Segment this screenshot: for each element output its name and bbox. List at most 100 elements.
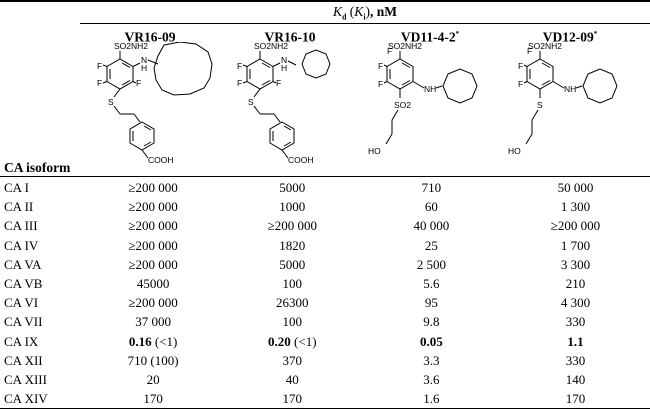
vr16-09-value: ≥200 000: [84, 293, 223, 312]
vr16-09-value-main: ≥200 000: [128, 180, 178, 196]
vr16-10-value-main: 40: [285, 371, 299, 387]
isoform-cell: CA II: [0, 197, 84, 216]
vr16-10-value: 1820: [223, 236, 362, 255]
isoform-cell-main: CA III: [4, 218, 38, 234]
vr16-09-value-main: ≥200 000: [128, 218, 178, 234]
vd12-09-value-main: ≥200 000: [550, 218, 601, 234]
vr16-09-value: 170: [84, 389, 223, 408]
kd-header-rule: [80, 23, 650, 24]
f-label: F: [97, 78, 102, 88]
vr16-10-value: 1000: [223, 197, 362, 216]
so2-label: SO2: [394, 100, 411, 110]
s-label: S: [108, 97, 114, 107]
vd11-4-2-value-main: 0.05: [420, 333, 443, 349]
vd11-4-2-value-main: 5.6: [423, 276, 440, 292]
isoform-column-header: CA isoform: [4, 160, 71, 175]
vd12-09-value-main: 140: [565, 371, 586, 387]
vd11-4-2-value: 40 000: [362, 216, 501, 235]
acid-label: COOH: [148, 155, 174, 165]
vd12-09-value: ≥200 000: [501, 216, 650, 235]
kd-header: Kd (Ki), nM: [332, 4, 398, 22]
vr16-09-value-main: ≥200 000: [128, 295, 178, 311]
vr16-09-value: ≥200 000: [84, 178, 223, 197]
f-label: F: [97, 61, 102, 71]
vr16-10-value: 100: [223, 312, 362, 331]
f-label: F: [518, 79, 523, 89]
vd12-09-value-main: 1.1: [567, 333, 584, 349]
isoform-cell-main: CA VB: [4, 276, 43, 292]
vd11-4-2-value: 3.6: [362, 370, 501, 389]
vd12-09-value: 4 300: [501, 293, 650, 312]
isoform-cell: CA I: [0, 178, 84, 197]
isoform-cell-main: CA VII: [4, 314, 43, 330]
isoform-cell: CA XIII: [0, 370, 84, 389]
phenyl-ring: [129, 121, 155, 151]
nh-label: NH: [424, 84, 436, 94]
vd12-09-value: 1 700: [501, 236, 650, 255]
table-row: CA XII 710 (100) 370 3.3 330: [0, 351, 650, 370]
vr16-09-value-main: 170: [143, 391, 163, 407]
vd11-4-2-value-main: 3.3: [423, 352, 440, 368]
vd11-4-2-value-main: 60: [424, 199, 438, 215]
vd11-4-2-value: 95: [362, 293, 501, 312]
f-label: F: [136, 78, 141, 88]
vr16-10-value: 5000: [223, 255, 362, 274]
isoform-cell: CA XII: [0, 351, 84, 370]
isoform-cell: CA VII: [0, 312, 84, 331]
table-row: CA I ≥200 000 5000 710 50 000: [0, 178, 650, 197]
vd12-09-value: 140: [501, 370, 650, 389]
vr16-09-value: 0.16 (<1): [84, 332, 223, 351]
table-row: CA VB 45000 100 5.6 210: [0, 274, 650, 293]
vd11-4-2-value: 5.6: [362, 274, 501, 293]
f-label: F: [276, 78, 281, 88]
vr16-10-value: 100: [223, 274, 362, 293]
vr16-09-value-main: ≥200 000: [128, 237, 178, 253]
ho-label: HO: [508, 146, 521, 156]
vd12-09-value-main: 3 300: [560, 256, 591, 272]
vr16-09-value: ≥200 000: [84, 236, 223, 255]
vd12-09-value-main: 1 700: [560, 237, 591, 253]
vr16-10-value: 370: [223, 351, 362, 370]
vd11-4-2-value: 9.8: [362, 312, 501, 331]
vd12-09-value: 170: [501, 389, 650, 408]
vd12-09-value: 330: [501, 312, 650, 331]
s-label: S: [537, 100, 543, 110]
header-rule: [0, 176, 650, 177]
cyclododecyl-ring: [153, 42, 213, 96]
f-label: F: [378, 79, 383, 89]
vd12-09-value-main: 330: [565, 314, 586, 330]
vr16-09-value-main: 710 (100): [127, 352, 179, 368]
vd11-4-2-value-main: 95: [424, 295, 438, 311]
table-row: CA VII 37 000 100 9.8 330: [0, 312, 650, 331]
compound-name-2: VR16-10: [264, 29, 316, 45]
benzene-ring: [386, 58, 414, 90]
vr16-10-value-main: 1000: [279, 199, 306, 215]
vd12-09-value-main: 330: [565, 352, 586, 368]
isoform-cell-main: CA VA: [4, 256, 42, 272]
table-row: CA VI ≥200 000 26300 95 4 300: [0, 293, 650, 312]
benzene-ring: [526, 58, 554, 90]
vd12-09-value-main: 1 300: [560, 199, 591, 215]
vd11-4-2-value-main: 710: [421, 180, 442, 196]
vr16-10-value: 170: [223, 389, 362, 408]
vd12-09-value-main: 170: [565, 391, 586, 407]
vd12-09-value: 1.1: [501, 332, 650, 351]
vd11-4-2-value: 0.05: [362, 332, 501, 351]
vr16-10-value-main: 1820: [279, 237, 306, 253]
nh-label: N: [281, 55, 287, 65]
structure-vd11-4-2: SO2NH2 F F F NH SO2 HO: [368, 42, 478, 156]
vr16-10-value: 5000: [223, 178, 362, 197]
sulfonamide-label: SO2NH2: [254, 42, 288, 51]
kd-data-table: CA I ≥200 000 5000 710 50 000 CA II ≥200 000 10…: [0, 178, 650, 408]
vd12-09-value-main: 4 300: [560, 295, 591, 311]
vd11-4-2-value-main: 3.6: [423, 371, 440, 387]
vr16-10-value-main: 100: [282, 314, 303, 330]
vr16-09-value-main: 45000: [136, 276, 170, 292]
vd12-09-value: 50 000: [501, 178, 650, 197]
vr16-09-value: ≥200 000: [84, 216, 223, 235]
vr16-10-value-main: ≥200 000: [267, 218, 317, 234]
vd11-4-2-value-main: 9.8: [423, 314, 440, 330]
vr16-10-value-main: 26300: [276, 295, 309, 311]
vr16-09-value: 45000: [84, 274, 223, 293]
